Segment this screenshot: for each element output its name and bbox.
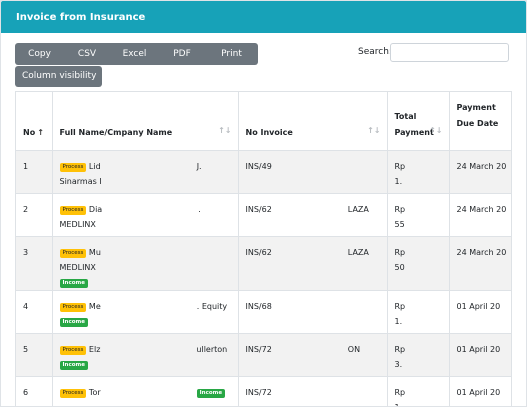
row-invoice: INS/72 — [238, 376, 388, 406]
print-button[interactable]: Print — [221, 49, 242, 59]
table-row[interactable]: 2 Process Dia. MEDLINX INS/62 LAZA Rp 55 24 Mar… — [16, 193, 511, 237]
excel-button[interactable]: Excel — [122, 49, 147, 59]
copy-button[interactable]: Copy — [28, 49, 51, 59]
column-visibility-label: Column visibility — [22, 71, 97, 81]
row-due-date: 01 April 20 — [449, 290, 511, 334]
row-no: 6 — [16, 376, 53, 406]
income-badge: Income — [59, 360, 88, 370]
name-part: Tor — [88, 387, 101, 397]
row-total: Rp 1. — [387, 150, 450, 194]
card-title: Invoice from Insurance — [1, 1, 526, 33]
header-name[interactable]: Full Name/Cmpany Name ↑↓ — [52, 92, 239, 151]
row-total: Rp 50 — [387, 236, 450, 291]
row-invoice: INS/49 — [238, 150, 388, 194]
search-input[interactable] — [390, 43, 509, 62]
name-part: Dia — [88, 204, 103, 214]
income-badge: Income — [196, 388, 226, 398]
row-name: Process Me . Equity Income — [52, 290, 239, 334]
row-total: Rp 55 — [387, 193, 450, 237]
status-badge: Process — [59, 205, 87, 215]
row-name: Process Lid J. Sinarmas I — [52, 150, 239, 194]
income-badge: Income — [59, 278, 88, 288]
csv-button[interactable]: CSV — [77, 49, 97, 59]
status-badge: Process — [59, 248, 87, 258]
row-due-date: 24 March 20 — [449, 236, 511, 291]
row-due-date: 01 April 20 — [449, 376, 511, 406]
name-part: ullerton — [196, 344, 228, 354]
name-part: Sinarmas I — [59, 176, 102, 186]
sort-asc-icon: ↑ — [37, 127, 44, 137]
row-invoice: INS/68 — [238, 290, 388, 334]
income-badge: Income — [59, 317, 88, 327]
header-total[interactable]: Total Payment ↑↓ — [387, 92, 450, 151]
name-part: . — [198, 204, 201, 214]
name-part: . Equity — [196, 301, 228, 311]
table-row[interactable]: 5 Process Elz ullerton Income INS/72 ON Rp 3. 01… — [16, 333, 511, 377]
header-no[interactable]: No ↑ — [16, 92, 53, 151]
row-name: Process Elz ullerton Income — [52, 333, 239, 377]
row-invoice: INS/62 LAZA — [238, 236, 388, 291]
row-due-date: 24 March 20 — [449, 193, 511, 237]
row-name: Process Tor Income — [52, 376, 239, 406]
table-row[interactable]: 6 Process Tor Income INS/72 Rp 1. 01 April 20 — [16, 376, 511, 406]
row-name: Process Dia. MEDLINX — [52, 193, 239, 237]
name-part: Elz — [88, 344, 101, 354]
name-part: MEDLINX — [59, 262, 96, 272]
search-label: Search: — [358, 47, 392, 57]
export-button-group: Copy CSV Excel PDF Print — [15, 43, 258, 65]
name-part: Mu — [88, 247, 101, 257]
row-invoice: INS/62 LAZA — [238, 193, 388, 237]
row-no: 4 — [16, 290, 53, 334]
row-due-date: 24 March 20 — [449, 150, 511, 194]
row-due-date: 01 April 20 — [449, 333, 511, 377]
name-part: Me — [88, 301, 101, 311]
table-row[interactable]: 1 Process Lid J. Sinarmas I INS/49 Rp 1. 24 Mar… — [16, 150, 511, 194]
name-part: J. — [196, 161, 202, 171]
name-part: Lid — [88, 161, 101, 171]
row-name: Process Mu MEDLINX Income — [52, 236, 239, 291]
row-invoice: INS/72 ON — [238, 333, 388, 377]
row-no: 2 — [16, 193, 53, 237]
table-row[interactable]: 4 Process Me . Equity Income INS/68 Rp 1. 01 Ap… — [16, 290, 511, 334]
pdf-button[interactable]: PDF — [173, 49, 191, 59]
status-badge: Process — [59, 162, 87, 172]
row-total: Rp 1. — [387, 376, 450, 406]
header-due-date[interactable]: Payment Due Date — [449, 92, 511, 151]
table-row[interactable]: 3 Process Mu MEDLINX Income INS/62 LAZA Rp 50 24… — [16, 236, 511, 291]
invoice-table: No ↑ Full Name/Cmpany Name ↑↓ No Invoice ↑↓… — [15, 91, 512, 407]
name-part: MEDLINX — [59, 219, 96, 229]
header-invoice[interactable]: No Invoice ↑↓ — [238, 92, 388, 151]
row-no: 1 — [16, 150, 53, 194]
row-no: 3 — [16, 236, 53, 291]
status-badge: Process — [59, 302, 87, 312]
sort-icon: ↑↓ — [429, 125, 443, 135]
row-total: Rp 1. — [387, 290, 450, 334]
row-total: Rp 3. — [387, 333, 450, 377]
sort-icon: ↑↓ — [367, 125, 381, 135]
sort-icon: ↑↓ — [218, 125, 232, 135]
status-badge: Process — [59, 345, 87, 355]
row-no: 5 — [16, 333, 53, 377]
status-badge: Process — [59, 388, 87, 398]
column-visibility-button[interactable]: Column visibility — [15, 66, 102, 98]
